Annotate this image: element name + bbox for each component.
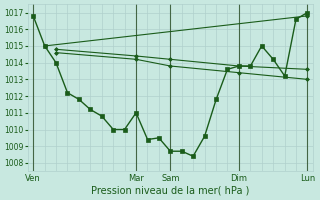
X-axis label: Pression niveau de la mer( hPa ): Pression niveau de la mer( hPa ) (91, 186, 250, 196)
